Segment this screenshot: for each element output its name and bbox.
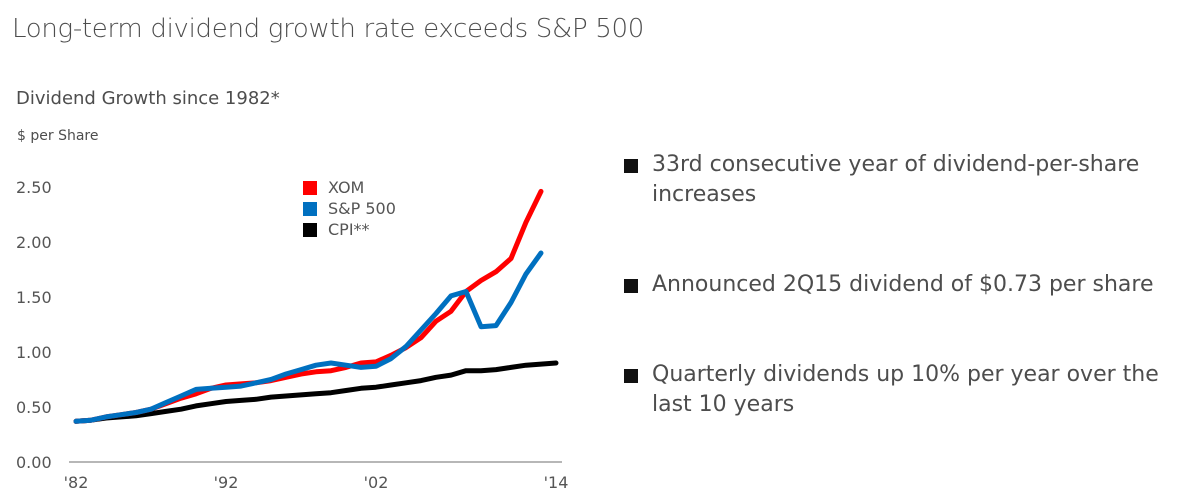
dividend-growth-chart: 0.00 0.50 1.00 1.50 2.00 2.50 '82 '92 '02 '14 XOM S…: [16, 178, 569, 492]
y-axis-unit-label: $ per Share: [17, 128, 99, 144]
bullet-square-icon: [624, 369, 638, 383]
series-line-s-p-500: [73, 250, 544, 424]
chart-subtitle: Dividend Growth since 1982*: [16, 88, 280, 109]
x-tick-label: '92: [214, 473, 239, 492]
bullet-item: 33rd consecutive year of dividend-per-sh…: [624, 150, 1172, 210]
legend-label: CPI**: [328, 220, 370, 239]
y-tick-label: 2.00: [16, 233, 52, 252]
bullet-item: Quarterly dividends up 10% per year over…: [624, 360, 1172, 420]
legend-swatch: [303, 223, 317, 237]
legend-label: S&P 500: [328, 199, 396, 218]
bullet-text: 33rd consecutive year of dividend-per-sh…: [652, 152, 1140, 207]
series-line-cpi: [73, 360, 559, 424]
bullet-square-icon: [624, 279, 638, 293]
legend-label: XOM: [328, 178, 364, 197]
y-tick-label: 0.50: [16, 398, 52, 417]
y-tick-label: 2.50: [16, 178, 52, 197]
bullet-text: Quarterly dividends up 10% per year over…: [652, 362, 1159, 417]
y-tick-label: 0.00: [16, 453, 52, 472]
x-tick-label: '14: [544, 473, 569, 492]
bullet-item: Announced 2Q15 dividend of $0.73 per sha…: [624, 270, 1172, 300]
x-tick-label: '02: [364, 473, 389, 492]
x-tick-label: '82: [64, 473, 89, 492]
bullet-square-icon: [624, 159, 638, 173]
page-title: Long-term dividend growth rate exceeds S…: [12, 14, 645, 44]
legend-swatch: [303, 181, 317, 195]
y-tick-label: 1.00: [16, 343, 52, 362]
bullet-text: Announced 2Q15 dividend of $0.73 per sha…: [652, 272, 1154, 297]
y-tick-label: 1.50: [16, 288, 52, 307]
legend-swatch: [303, 202, 317, 216]
